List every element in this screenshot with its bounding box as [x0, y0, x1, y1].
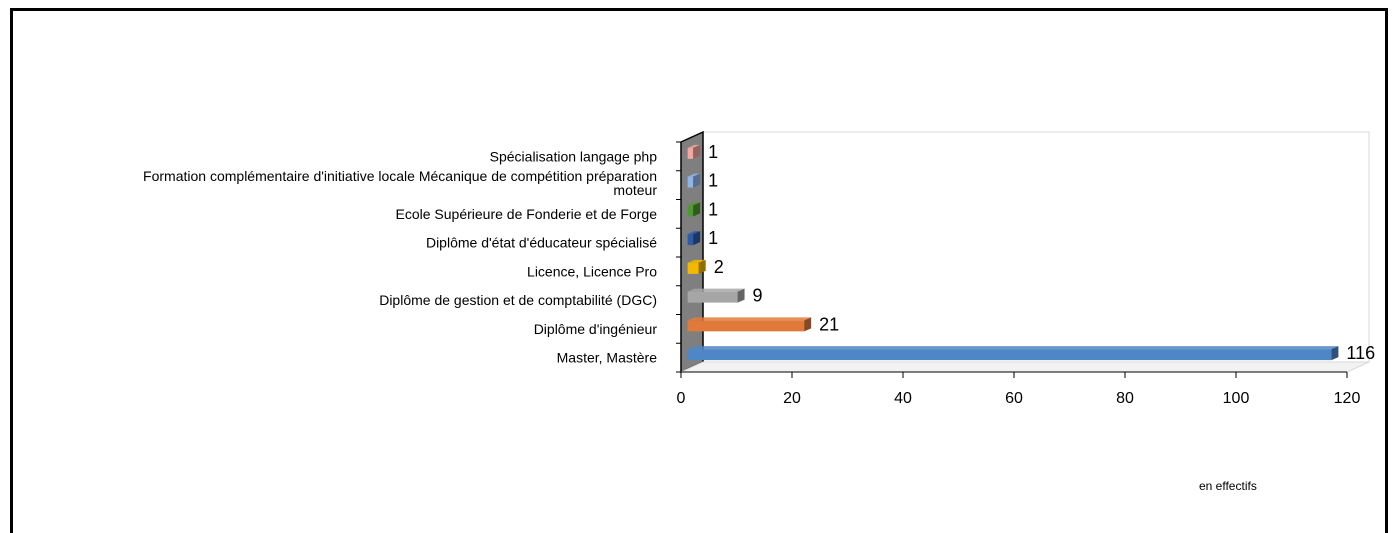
data-label: 2: [714, 257, 724, 277]
bar-top-face: [687, 144, 701, 148]
data-label: 1: [708, 228, 718, 248]
data-label: 1: [708, 199, 718, 219]
bar: [687, 147, 694, 159]
bar: [687, 320, 805, 332]
bar: [687, 262, 699, 274]
category-label: Diplôme d'état d'éducateur spécialisé: [426, 235, 657, 251]
units-note: en effectifs: [1199, 479, 1257, 493]
bar-top-face: [687, 202, 701, 206]
bar-top-face: [687, 231, 701, 235]
bar-end-face: [737, 288, 745, 303]
data-label: 1: [708, 142, 718, 162]
data-label: 116: [1346, 343, 1375, 363]
bar-end-face: [698, 259, 706, 274]
bar-end-face: [693, 231, 701, 246]
bar-end-face: [804, 317, 812, 332]
plot-floor: [680, 361, 1370, 373]
chart-frame: [10, 8, 1388, 533]
bar-top-face: [687, 317, 812, 321]
category-label: Spécialisation langage php: [490, 148, 658, 164]
bar: [687, 234, 694, 246]
category-label: Diplôme de gestion et de comptabilité (D…: [379, 292, 657, 308]
x-tick-label: 0: [677, 390, 686, 407]
x-tick-label: 120: [1334, 390, 1361, 407]
x-tick-label: 40: [894, 390, 912, 407]
x-tick-label: 80: [1116, 390, 1134, 407]
plot-side-wall: [680, 130, 704, 374]
category-label: moteur: [613, 182, 657, 198]
category-label: Ecole Supérieure de Fonderie et de Forge: [396, 206, 658, 222]
bar-end-face: [693, 173, 701, 188]
bar: [687, 291, 738, 303]
x-tick-label: 20: [783, 390, 801, 407]
bar: [687, 349, 1332, 361]
category-label: Diplôme d'ingénieur: [534, 321, 658, 337]
bar-end-face: [1331, 346, 1339, 361]
bar-end-face: [693, 202, 701, 217]
category-label: Formation complémentaire d'initiative lo…: [143, 168, 657, 184]
category-label: Master, Mastère: [557, 350, 658, 366]
bar: [687, 176, 694, 188]
data-label: 21: [819, 314, 839, 334]
x-tick-label: 60: [1005, 390, 1023, 407]
bar-top-face: [687, 259, 706, 263]
bar-top-face: [687, 173, 701, 177]
bar-top-face: [687, 288, 745, 292]
data-label: 1: [708, 171, 718, 191]
bar-end-face: [693, 144, 701, 159]
bar-top-face: [687, 346, 1339, 350]
data-label: 9: [753, 286, 763, 306]
x-tick-label: 100: [1223, 390, 1250, 407]
bar: [687, 205, 694, 217]
category-label: Licence, Licence Pro: [527, 263, 657, 279]
